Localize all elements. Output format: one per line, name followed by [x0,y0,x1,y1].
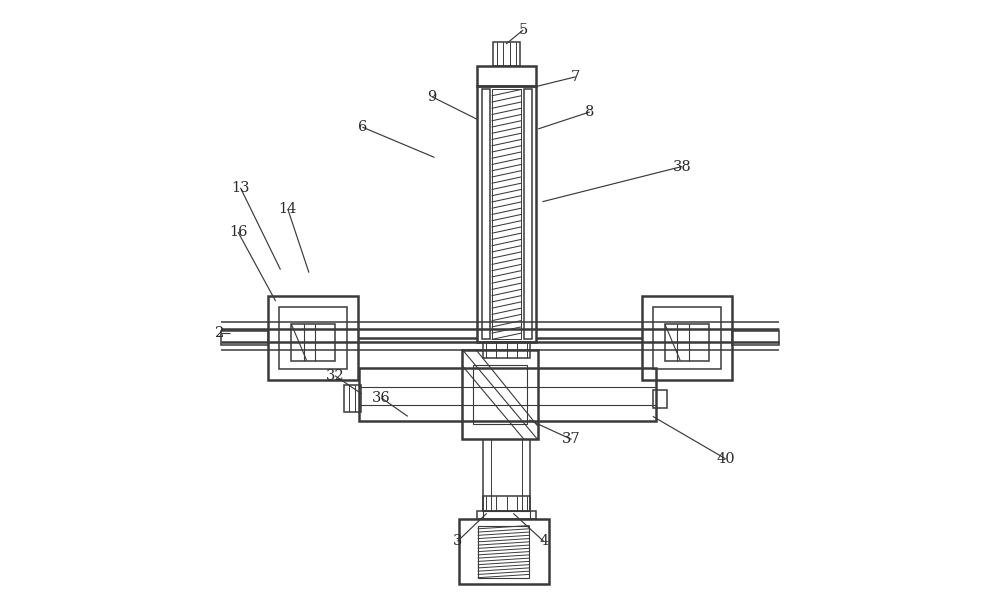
Bar [492,89,521,340]
Bar [478,526,529,578]
Bar [483,511,530,520]
Bar [642,296,732,380]
Text: 38: 38 [673,160,691,174]
Bar [473,365,527,424]
Bar [665,324,709,360]
Bar [477,511,536,520]
Bar [462,349,538,439]
Bar [477,86,536,342]
Bar [493,42,520,67]
Bar [221,332,268,345]
Text: 37: 37 [562,433,581,446]
Text: 13: 13 [231,181,250,195]
Text: 5: 5 [518,23,528,37]
Bar [459,520,549,584]
Bar [732,332,779,345]
Text: 36: 36 [372,391,391,405]
Bar [653,390,667,408]
Bar [483,342,530,357]
Text: 14: 14 [279,202,297,216]
Bar [483,496,530,511]
Text: 9: 9 [427,90,437,104]
Text: 3: 3 [453,534,462,548]
Text: 6: 6 [358,120,367,134]
Bar [653,307,721,369]
Bar [359,368,656,421]
Bar [344,385,361,412]
Bar [482,89,490,340]
Text: 2: 2 [215,326,224,340]
Bar [291,324,335,360]
Bar [268,296,358,380]
Bar [524,89,532,340]
Text: 40: 40 [716,452,735,466]
Text: 7: 7 [571,70,580,84]
Text: 32: 32 [326,369,344,382]
Text: 8: 8 [585,105,594,119]
Bar [279,307,347,369]
Text: 4: 4 [539,534,548,548]
Bar [477,67,536,86]
Text: 16: 16 [229,225,247,239]
